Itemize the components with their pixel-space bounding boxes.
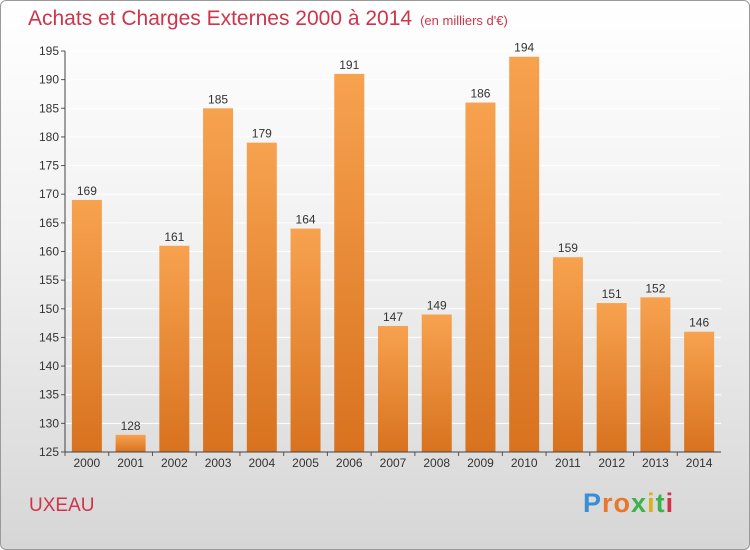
data-label-2011: 159 xyxy=(558,241,578,255)
bar-2009 xyxy=(465,102,496,453)
bar-2010 xyxy=(509,56,540,452)
data-label-2009: 186 xyxy=(470,87,490,101)
bar-2002 xyxy=(159,245,190,452)
bar-2006 xyxy=(334,73,365,453)
x-tick-label-2009: 2009 xyxy=(467,456,494,470)
x-tick-label-2004: 2004 xyxy=(248,456,275,470)
y-tick-label: 145 xyxy=(39,330,59,344)
x-tick-label-2007: 2007 xyxy=(380,456,407,470)
x-tick-label-2003: 2003 xyxy=(205,456,232,470)
data-label-2007: 147 xyxy=(383,310,403,324)
x-tick-label-2008: 2008 xyxy=(423,456,450,470)
data-label-2006: 191 xyxy=(339,58,359,72)
x-tick-label-2002: 2002 xyxy=(161,456,188,470)
x-tick-label-2010: 2010 xyxy=(511,456,538,470)
x-tick-label-2005: 2005 xyxy=(292,456,319,470)
y-tick-label: 195 xyxy=(39,44,59,58)
y-tick-label: 185 xyxy=(39,101,59,115)
y-tick-label: 180 xyxy=(39,130,59,144)
y-tick-label: 155 xyxy=(39,273,59,287)
chart-title-block: Achats et Charges Externes 2000 à 2014 (e… xyxy=(28,7,508,31)
data-label-2001: 128 xyxy=(121,419,141,433)
proxiti-logo: Proxiti xyxy=(583,488,675,518)
y-tick-label: 125 xyxy=(39,445,59,459)
x-tick-label-2001: 2001 xyxy=(117,456,144,470)
commune-name: UXEAU xyxy=(29,495,95,516)
y-tick-label: 130 xyxy=(39,416,59,430)
y-tick-label: 150 xyxy=(39,302,59,316)
bar-2004 xyxy=(246,142,277,452)
bar-2005 xyxy=(290,228,321,452)
bar-2000 xyxy=(71,199,102,452)
bar-2001 xyxy=(115,434,146,452)
data-label-2013: 152 xyxy=(645,281,665,295)
data-label-2003: 185 xyxy=(208,92,228,106)
x-tick-label-2012: 2012 xyxy=(598,456,625,470)
data-label-2000: 169 xyxy=(77,184,97,198)
bar-2013 xyxy=(640,297,671,452)
data-label-2010: 194 xyxy=(514,41,534,55)
data-label-2008: 149 xyxy=(427,299,447,313)
y-tick-label: 175 xyxy=(39,159,59,173)
y-tick-label: 135 xyxy=(39,388,59,402)
chart-subtitle: (en milliers d'€) xyxy=(420,13,508,28)
data-label-2012: 151 xyxy=(602,287,622,301)
bar-2012 xyxy=(596,303,627,452)
x-tick-label-2011: 2011 xyxy=(555,456,581,470)
y-tick-label: 140 xyxy=(39,359,59,373)
bar-2008 xyxy=(421,314,452,452)
data-label-2004: 179 xyxy=(252,127,272,141)
data-label-2005: 164 xyxy=(296,213,316,227)
data-label-2002: 161 xyxy=(164,230,184,244)
data-label-2014: 146 xyxy=(689,316,709,330)
bar-2003 xyxy=(203,108,234,453)
bar-2011 xyxy=(552,257,583,452)
y-tick-label: 190 xyxy=(39,73,59,87)
x-tick-label-2000: 2000 xyxy=(74,456,101,470)
x-tick-label-2013: 2013 xyxy=(642,456,669,470)
x-tick-label-2014: 2014 xyxy=(686,456,713,470)
chart-title: Achats et Charges Externes 2000 à 2014 xyxy=(28,7,413,30)
y-tick-label: 165 xyxy=(39,216,59,230)
bar-2007 xyxy=(378,325,408,452)
y-tick-label: 170 xyxy=(39,187,59,201)
x-tick-label-2006: 2006 xyxy=(336,456,363,470)
y-tick-label: 160 xyxy=(39,245,59,259)
bar-2014 xyxy=(684,331,715,452)
